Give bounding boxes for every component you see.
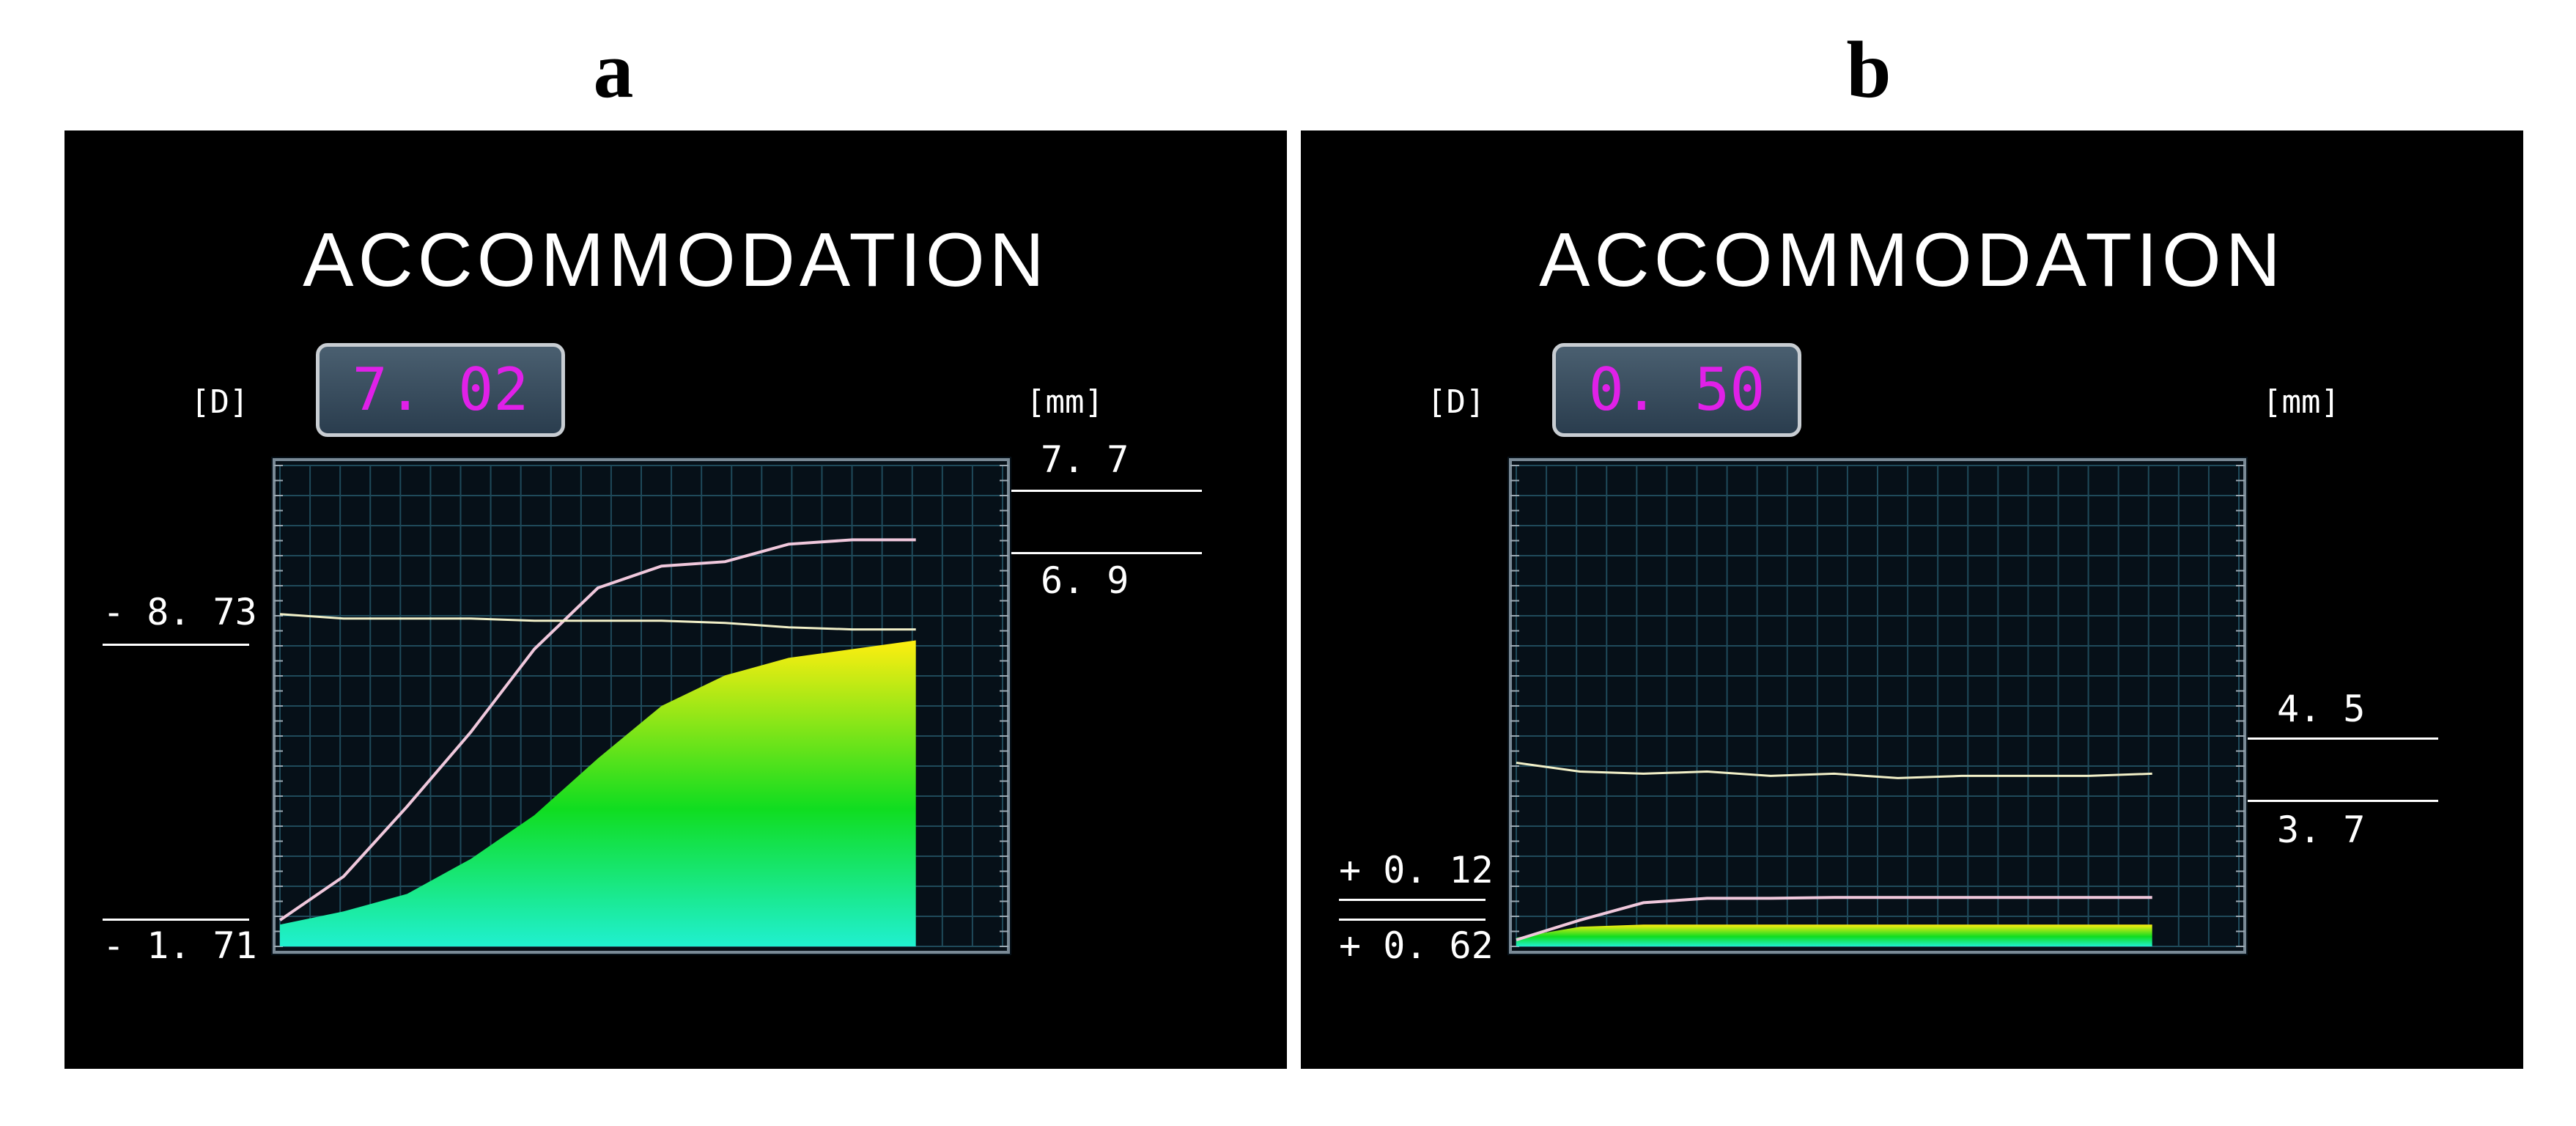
series-pupil-line <box>1516 762 2152 779</box>
left-label-top-line <box>1339 899 1486 901</box>
right-label-top-line <box>1011 490 1202 492</box>
plot-ticks <box>1510 465 2245 947</box>
right-label-bottom: 3. 7 <box>2277 809 2366 851</box>
right-label-bottom: 6. 9 <box>1041 559 1129 602</box>
right-label-top: 7. 7 <box>1041 438 1129 481</box>
panel-title: ACCOMMODATION <box>303 218 1049 303</box>
plot-grid <box>1516 465 2240 947</box>
panel-label-b: b <box>1846 25 1892 114</box>
series-stimulus-line <box>278 538 916 921</box>
right-axis-unit: [mm] <box>1026 383 1104 421</box>
left-label-top-line <box>103 644 249 646</box>
series-stimulus-line <box>1516 896 2152 942</box>
accommodation-plot <box>1507 457 2248 955</box>
right-axis-unit: [mm] <box>2262 383 2340 421</box>
accommodation-plot <box>271 457 1011 955</box>
plot-ticks <box>274 465 1008 947</box>
panel-b: ACCOMMODATION 0. 50 [D] [mm] + 0. 12 + 0… <box>1301 130 2523 1069</box>
right-label-bottom-line <box>1011 552 1202 554</box>
right-label-top-line <box>2248 737 2438 740</box>
left-label-bottom-line <box>103 919 249 921</box>
series-response-area <box>1516 924 2152 946</box>
right-label-bottom-line <box>2248 800 2438 802</box>
accommodation-value-box: 0. 50 <box>1552 343 1801 437</box>
right-label-top: 4. 5 <box>2277 688 2366 730</box>
left-label-bottom: - 1. 71 <box>103 924 257 967</box>
left-label-bottom: + 0. 62 <box>1339 924 1494 967</box>
panel-label-a: a <box>593 25 634 114</box>
left-label-bottom-line <box>1339 919 1486 921</box>
left-label-top: - 8. 73 <box>103 591 257 633</box>
left-label-top: + 0. 12 <box>1339 849 1494 891</box>
series-response-area <box>280 640 916 946</box>
left-axis-unit: [D] <box>191 383 249 421</box>
panel-a: ACCOMMODATION 7. 02 [D] [mm] - 8. 73 - 1… <box>64 130 1287 1069</box>
series-pupil-line <box>279 613 916 631</box>
panel-title: ACCOMMODATION <box>1539 218 2285 303</box>
accommodation-value-box: 7. 02 <box>316 343 565 437</box>
left-axis-unit: [D] <box>1427 383 1486 421</box>
